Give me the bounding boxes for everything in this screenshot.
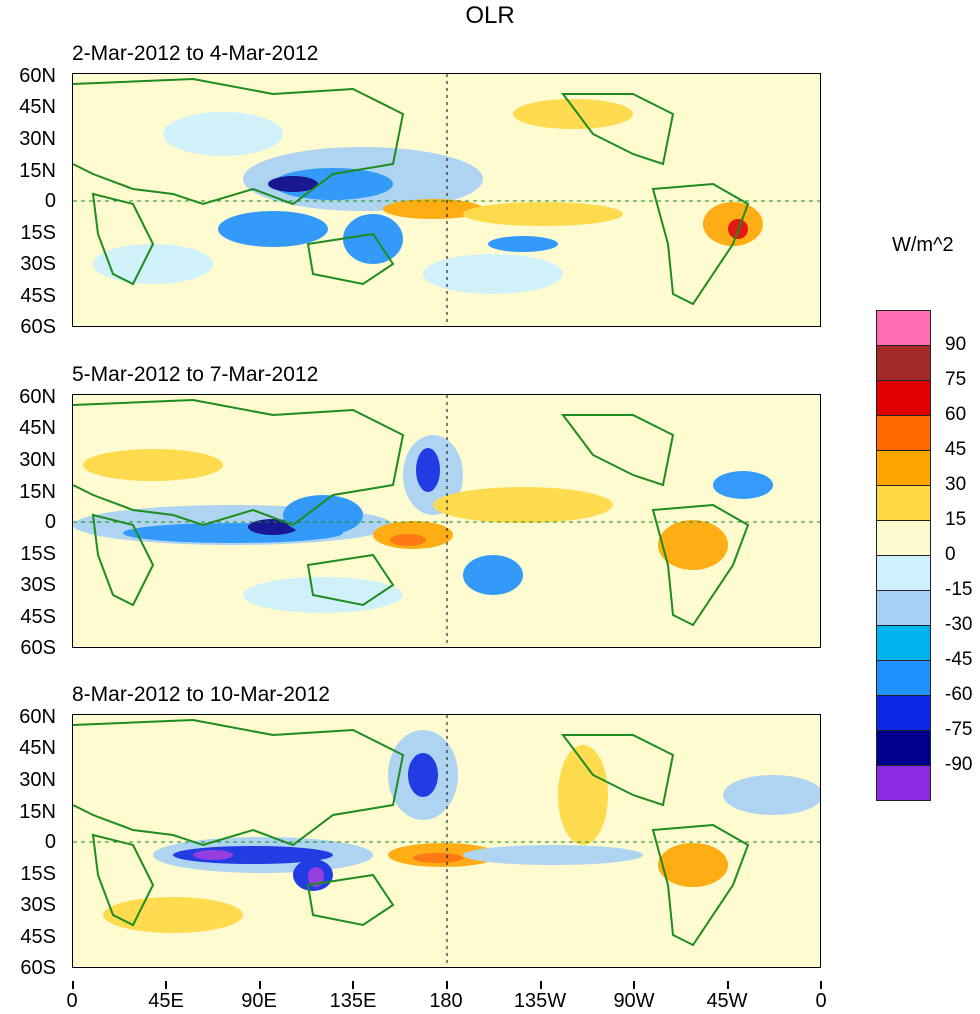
x-tick-label: 135W [513, 990, 567, 1012]
colorbar-label: -45 [945, 649, 973, 670]
colorbar-label: 90 [945, 334, 967, 355]
colorbar-label: -15 [945, 579, 973, 600]
y-tick-label: 15S [20, 222, 56, 244]
colorbar-label: 60 [945, 404, 967, 425]
y-tick-label: 0 [44, 190, 56, 212]
y-tick-label: 45S [20, 285, 56, 307]
colorbar-swatch [876, 590, 931, 626]
x-tick-label: 45E [148, 990, 184, 1012]
x-tick-label: 90W [613, 990, 655, 1012]
x-tick [633, 981, 635, 989]
y-tick-label: 30S [20, 574, 56, 596]
y-tick-label: 45N [19, 737, 56, 759]
colorbar-label: 0 [945, 544, 956, 565]
y-tick-label: 60S [20, 637, 56, 659]
colorbar-swatch [876, 695, 931, 731]
y-tick-label: 0 [44, 511, 56, 533]
y-tick-label: 60S [20, 957, 56, 979]
x-tick [820, 981, 822, 989]
colorbar-swatch [876, 415, 931, 451]
chart-title: OLR [465, 2, 515, 29]
panel-2-title: 5-Mar-2012 to 7-Mar-2012 [72, 363, 319, 386]
colorbar-label: 30 [945, 474, 967, 495]
x-tick [165, 981, 167, 989]
x-tick-label: 45W [706, 990, 748, 1012]
y-tick-label: 60N [19, 706, 56, 728]
y-tick-label: 45N [19, 417, 56, 439]
y-tick-label: 15S [20, 543, 56, 565]
colorbar-swatch [876, 380, 931, 416]
map-panel-2 [72, 394, 821, 648]
y-tick-label: 45S [20, 606, 56, 628]
y-tick-label: 30N [19, 769, 56, 791]
map-panel-1 [72, 73, 821, 327]
colorbar-swatch [876, 660, 931, 696]
colorbar-units: W/m^2 [892, 234, 954, 256]
x-tick-label: 0 [815, 990, 827, 1012]
colorbar-label: -60 [945, 684, 973, 705]
x-tick [446, 981, 448, 989]
y-tick-label: 60N [19, 386, 56, 408]
colorbar-swatch [876, 765, 931, 801]
colorbar-swatch [876, 555, 931, 591]
panel-3-title: 8-Mar-2012 to 10-Mar-2012 [72, 683, 330, 706]
x-tick-label: 90E [241, 990, 277, 1012]
y-tick-label: 15N [19, 801, 56, 823]
map-panel-3 [72, 714, 821, 968]
y-tick-label: 30N [19, 449, 56, 471]
panel-1-title: 2-Mar-2012 to 4-Mar-2012 [72, 42, 319, 65]
colorbar-label: -75 [945, 719, 973, 740]
y-tick-label: 60N [19, 65, 56, 87]
x-tick [352, 981, 354, 989]
colorbar [876, 310, 931, 801]
y-tick-label: 30S [20, 894, 56, 916]
colorbar-swatch [876, 730, 931, 766]
colorbar-swatch [876, 450, 931, 486]
y-tick-label: 15N [19, 481, 56, 503]
y-tick-label: 15S [20, 863, 56, 885]
y-tick-label: 30N [19, 128, 56, 150]
y-tick-label: 15N [19, 160, 56, 182]
colorbar-swatch [876, 485, 931, 521]
colorbar-swatch [876, 345, 931, 381]
x-tick [72, 981, 74, 989]
colorbar-label: 15 [945, 509, 967, 530]
y-tick-label: 0 [44, 831, 56, 853]
colorbar-label: 45 [945, 439, 967, 460]
y-tick-label: 60S [20, 316, 56, 338]
colorbar-swatch [876, 625, 931, 661]
colorbar-swatch [876, 310, 931, 346]
x-tick-label: 180 [429, 990, 463, 1012]
x-tick-label: 135E [329, 990, 377, 1012]
y-tick-label: 45N [19, 96, 56, 118]
x-tick [259, 981, 261, 989]
colorbar-label: 75 [945, 369, 967, 390]
x-tick [540, 981, 542, 989]
x-tick-label: 0 [66, 990, 78, 1012]
colorbar-swatch [876, 520, 931, 556]
colorbar-label: -90 [945, 754, 973, 775]
y-tick-label: 45S [20, 926, 56, 948]
colorbar-label: -30 [945, 614, 973, 635]
y-tick-label: 30S [20, 253, 56, 275]
x-tick [727, 981, 729, 989]
